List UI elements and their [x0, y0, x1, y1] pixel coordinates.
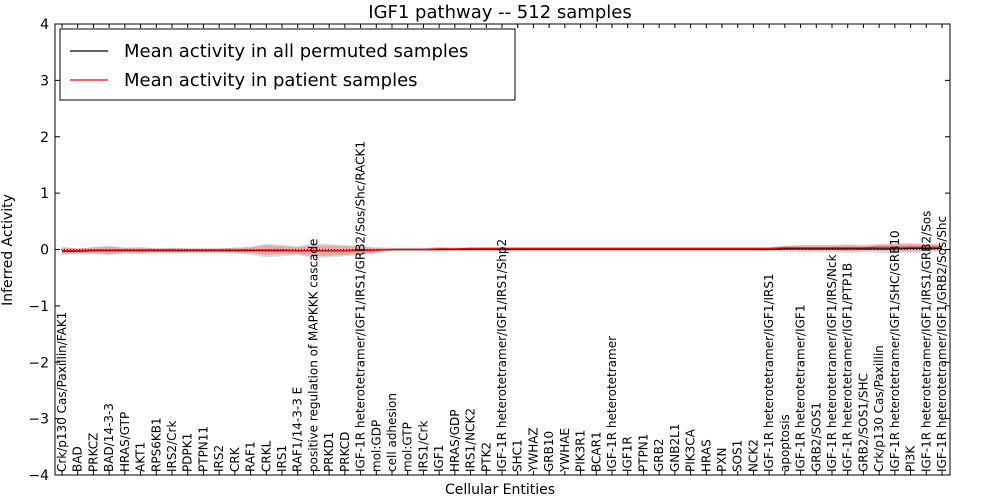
- x-tick-label: HRAS/GDP: [448, 409, 462, 472]
- x-tick-label: PTPN1: [636, 434, 650, 472]
- x-ticks: Crk/p130 Cas/Paxillin/FAK1 BAD PRKCZ BAD/14…: [55, 24, 949, 475]
- x-tick-label: SOS1: [731, 440, 745, 472]
- x-tick-label: IGF-1R heterotetramer/IGF1/IRS1/GRB2/Sos…: [354, 141, 368, 472]
- x-tick-label: PRKCD: [338, 432, 352, 472]
- x-tick-label: YWHAZ: [526, 427, 540, 473]
- x-tick-label: PRKCZ: [86, 433, 100, 472]
- x-tick-label: IGF-1R heterotetramer/IGF1/IRS1/Shp2: [495, 239, 509, 472]
- chart-title: IGF1 pathway -- 512 samples: [368, 2, 631, 23]
- patient-band: [62, 243, 942, 257]
- permuted-band: [62, 243, 942, 258]
- x-tick-label: Crk/p130 Cas/Paxillin: [872, 345, 886, 472]
- x-tick-label: IRS2/Crk: [165, 421, 179, 472]
- y-tick-label: 0: [40, 243, 49, 259]
- x-tick-label: IGF-1R heterotetramer/IGF1/IRS1/GRB2/Sos: [919, 211, 933, 472]
- y-tick-label: −3: [28, 412, 49, 428]
- x-tick-label: IGF-1R heterotetramer/IGF1/IRS1: [762, 273, 776, 472]
- legend-label-permuted: Mean activity in all permuted samples: [124, 41, 468, 62]
- x-tick-label: BCAR1: [589, 431, 603, 472]
- x-tick-label: PIK3CA: [684, 428, 698, 472]
- x-tick-label: PIK3R1: [574, 430, 588, 472]
- x-tick-label: AKT1: [134, 442, 148, 472]
- x-tick-label: RAF1: [244, 441, 258, 472]
- x-tick-label: IGF-1R heterotetramer/IGF1: [794, 305, 808, 472]
- y-tick-label: 2: [40, 130, 49, 146]
- x-tick-label: SHC1: [511, 439, 525, 472]
- series-lines: [62, 246, 942, 252]
- legend-label-patient: Mean activity in patient samples: [124, 70, 418, 91]
- x-tick-label: HRAS/GTP: [118, 412, 132, 472]
- x-tick-label: PTK2: [479, 442, 493, 472]
- x-tick-label: IRS1: [275, 445, 289, 472]
- x-tick-label: PXN: [715, 448, 729, 472]
- x-tick-label: GRB2/SOS1: [809, 402, 823, 472]
- x-tick-label: PI3K: [904, 445, 918, 472]
- plot-frame: [54, 23, 951, 476]
- x-tick-label: mol:GTP: [401, 422, 415, 472]
- x-tick-label: HRAS: [699, 439, 713, 472]
- x-tick-label: apoptosis: [778, 414, 792, 472]
- x-tick-label: IGF-1R heterotetramer/IGF1/IRS/Nck: [825, 254, 839, 472]
- x-tick-label: positive regulation of MAPKKK cascade: [306, 239, 320, 472]
- x-tick-label: IGF-1R heterotetramer/IGF1/SHC/GRB10: [888, 230, 902, 472]
- y-tick-label: 1: [40, 186, 49, 202]
- x-tick-label: RAF1/14-3-3 E: [291, 387, 305, 472]
- x-tick-label: IGF-1R heterotetramer: [605, 336, 619, 472]
- x-axis-label: Cellular Entities: [445, 482, 555, 498]
- y-tick-label: −4: [28, 468, 49, 484]
- x-tick-label: RPS6KB1: [149, 417, 163, 472]
- x-tick-label: GRB10: [542, 431, 556, 472]
- x-tick-label: mol:GDP: [369, 420, 383, 472]
- x-tick-label: GRB2: [652, 438, 666, 472]
- legend-box: [59, 28, 516, 101]
- x-tick-label: IGF-1R heterotetramer/IGF1/PTP1B: [841, 263, 855, 472]
- x-tick-label: BAD/14-3-3: [102, 403, 116, 472]
- y-axis-label: Inferred Activity: [0, 194, 16, 306]
- x-tick-label: PDPK1: [181, 433, 195, 472]
- x-tick-label: PRKD1: [322, 432, 336, 472]
- y-tick-label: 3: [40, 73, 49, 89]
- x-tick-label: IRS2: [212, 445, 226, 472]
- y-ticks: −4 −3 −2 −1 0 1 2 3 4: [28, 17, 950, 484]
- x-tick-label: CRKL: [259, 440, 273, 472]
- x-tick-label: IGF1R: [621, 436, 635, 472]
- y-tick-label: 4: [40, 17, 49, 33]
- x-tick-label: GRB2/SOS1/SHC: [856, 373, 870, 472]
- x-tick-label: IGF1: [432, 445, 446, 472]
- x-tick-label: NCK2: [746, 439, 760, 472]
- x-tick-label: CRK: [228, 446, 242, 472]
- legend: Mean activity in all permuted samples Me…: [59, 28, 516, 101]
- x-tick-label: YWHAE: [558, 428, 572, 473]
- x-tick-label: IRS1/Crk: [416, 421, 430, 472]
- x-tick-label: BAD: [71, 446, 85, 472]
- y-tick-label: −2: [28, 355, 49, 371]
- x-tick-label: IGF-1R heterotetramer/IGF1/GRB2/Sos/Shc: [935, 216, 949, 472]
- y-tick-label: −1: [28, 299, 49, 315]
- x-tick-label: cell adhesion: [385, 393, 399, 472]
- x-tick-label: GNB2L1: [668, 424, 682, 472]
- x-tick-label: IRS1/NCK2: [464, 408, 478, 472]
- x-tick-label: PTPN11: [196, 426, 210, 472]
- x-tick-label: Crk/p130 Cas/Paxillin/FAK1: [55, 312, 69, 472]
- series-line-patient: [62, 246, 942, 252]
